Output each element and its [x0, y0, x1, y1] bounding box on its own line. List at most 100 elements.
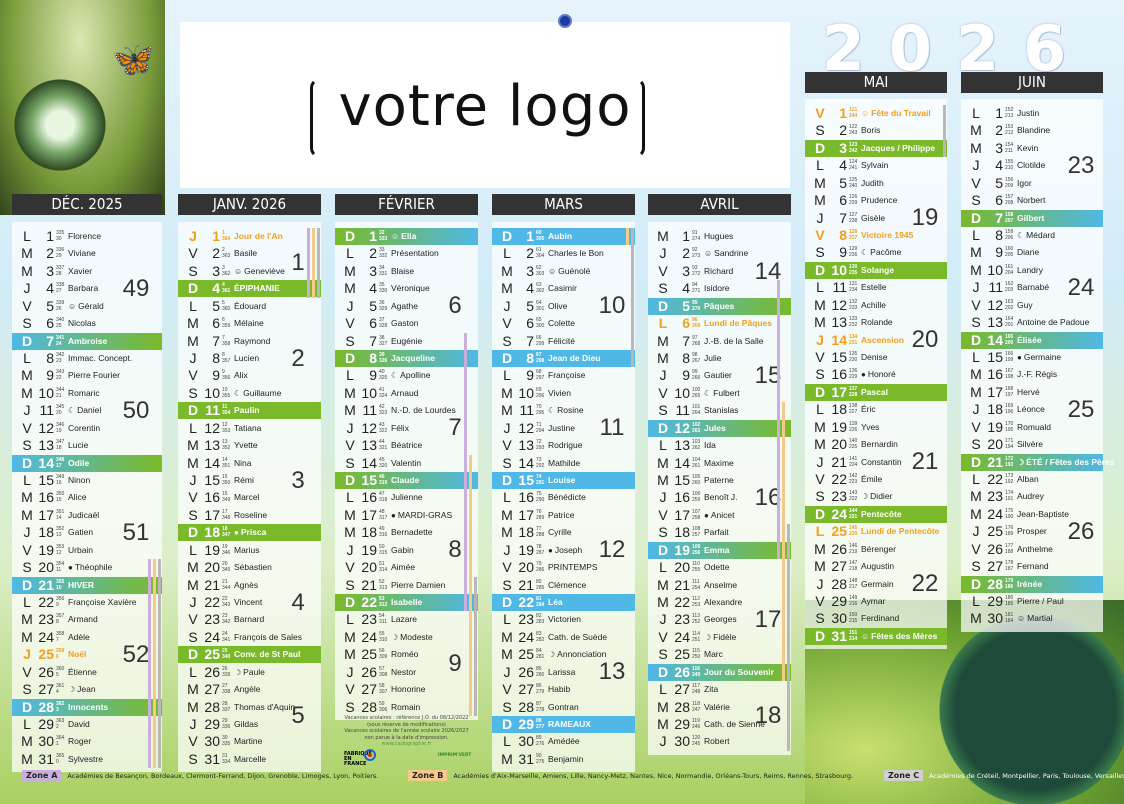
day-row[interactable]: D 14 165 200 Élisée [961, 331, 1103, 349]
day-row[interactable]: M 30 364 1 Roger [12, 733, 162, 750]
day-row[interactable]: S 9 129 236 ☾ Pacôme [805, 244, 947, 261]
day-row[interactable]: V 16 16 349 Marcel [178, 489, 321, 506]
day-row[interactable]: D 29 88 277 RAMEAUX [492, 716, 635, 734]
day-row[interactable]: L 2 33 332 Présentation [335, 245, 478, 262]
day-row[interactable]: M 15 105 260 Paterne [648, 472, 791, 489]
day-row[interactable]: J 26 85 280 Larissa [492, 664, 635, 681]
day-row[interactable]: M 31 365 0 Sylvestre [12, 751, 162, 768]
day-row[interactable]: D 1 60 305 Aubin [492, 228, 635, 245]
day-row[interactable]: D 24 144 221 Pentecôte [805, 505, 947, 523]
day-row[interactable]: L 5 5 360 Édouard [178, 298, 321, 315]
day-row[interactable]: M 17 76 289 Patrice [492, 507, 635, 524]
day-row[interactable]: S 28 59 306 Romain [335, 699, 478, 716]
day-row[interactable]: J 30 120 245 Robert [648, 733, 791, 750]
day-row[interactable]: S 13 164 201 Antoine de Padoue [961, 314, 1103, 331]
day-row[interactable]: S 7 38 327 Eugénie [335, 333, 478, 350]
day-row[interactable]: D 5 95 270 Pâques [648, 297, 791, 315]
day-row[interactable]: D 1 32 333 ☺ Ella [335, 228, 478, 245]
day-row[interactable]: L 25 145 220 Lundi de Pentecôte [805, 523, 947, 540]
day-row[interactable]: L 29 180 185 Pierre / Paul [961, 593, 1103, 610]
day-row[interactable]: M 3 34 331 Blaise [335, 263, 478, 280]
day-row[interactable]: D 15 74 291 Louise [492, 472, 635, 490]
day-row[interactable]: D 18 18 347 ● Prisca [178, 524, 321, 542]
day-row[interactable]: S 10 10 355 ☾ Guillaume [178, 385, 321, 402]
day-row[interactable]: V 19 353 12 Urbain [12, 542, 162, 559]
day-row[interactable]: D 8 39 326 Jacqueline [335, 350, 478, 367]
day-row[interactable]: M 4 63 302 Casimir [492, 280, 635, 297]
day-row[interactable]: L 13 103 262 Ida [648, 437, 791, 454]
day-row[interactable]: V 24 114 251 ☽ Fidèle [648, 629, 791, 646]
day-row[interactable]: L 9 68 297 Françoise [492, 367, 635, 384]
day-row[interactable]: M 3 154 211 Kevin [961, 140, 1103, 157]
day-row[interactable]: V 23 23 342 Barnard [178, 611, 321, 628]
day-row[interactable]: L 11 131 234 Estelle [805, 279, 947, 296]
day-row[interactable]: D 21 172 193 ☽ ÉTÉ / Fêtes des Pères [961, 453, 1115, 471]
day-row[interactable]: M 25 56 309 Roméo [335, 646, 478, 663]
day-row[interactable]: M 24 358 7 Adèle [12, 629, 162, 646]
day-row[interactable]: J 11 345 20 ☾ Daniel [12, 402, 162, 419]
day-row[interactable]: S 21 80 285 Clémence [492, 577, 635, 594]
day-row[interactable]: J 29 29 336 Gildas [178, 716, 321, 733]
day-row[interactable]: J 4 338 27 Barbara [12, 280, 162, 297]
day-row[interactable]: L 20 110 255 Odette [648, 559, 791, 576]
day-row[interactable]: V 3 93 272 Richard [648, 263, 791, 280]
day-row[interactable]: S 20 354 11 ● Théophile [12, 559, 162, 576]
day-row[interactable]: V 22 142 223 Émile [805, 471, 947, 488]
day-row[interactable]: M 3 62 303 ☺ Guénolé [492, 263, 635, 280]
day-row[interactable]: J 12 43 322 Félix [335, 420, 478, 437]
day-row[interactable]: J 22 22 343 Vincent [178, 594, 321, 611]
day-row[interactable]: S 27 178 187 Fernand [961, 558, 1103, 575]
day-row[interactable]: S 24 24 341 François de Sales [178, 629, 321, 646]
day-row[interactable]: M 4 35 330 Véronique [335, 280, 478, 297]
day-row[interactable]: J 21 141 224 Constantin [805, 454, 947, 471]
day-row[interactable]: V 27 58 307 Honorine [335, 681, 478, 698]
day-row[interactable]: M 6 126 239 Prudence [805, 192, 947, 209]
day-row[interactable]: J 4 155 210 Clotilde [961, 157, 1103, 174]
day-row[interactable]: D 7 341 24 Ambroise [12, 332, 162, 350]
day-row[interactable]: S 7 66 299 Félicité [492, 333, 635, 350]
day-row[interactable]: V 19 170 195 Romuald [961, 419, 1103, 436]
day-row[interactable]: M 7 97 268 J.-B. de la Salle [648, 333, 791, 350]
day-row[interactable]: L 16 47 318 Julienne [335, 489, 478, 506]
day-row[interactable]: V 20 79 286 PRINTEMPS [492, 559, 635, 576]
day-row[interactable]: M 21 21 344 Agnès [178, 577, 321, 594]
day-row[interactable]: L 4 124 241 Sylvain [805, 157, 947, 174]
day-row[interactable]: S 2 122 243 Boris [805, 122, 947, 139]
day-row[interactable]: M 7 7 358 Raymond [178, 333, 321, 350]
day-row[interactable]: V 20 51 314 Aimée [335, 559, 478, 576]
day-row[interactable]: M 6 6 359 Mélaine [178, 315, 321, 332]
day-row[interactable]: L 22 173 192 Alban [961, 471, 1103, 488]
day-row[interactable]: S 27 361 4 ☽ Jean [12, 681, 162, 698]
day-row[interactable]: S 23 143 222 ☽ Didier [805, 488, 947, 505]
day-row[interactable]: L 15 349 16 Ninon [12, 472, 162, 489]
day-row[interactable]: V 10 100 265 ☾ Fulbert [648, 385, 791, 402]
day-row[interactable]: D 22 53 312 Isabelle [335, 594, 478, 612]
day-row[interactable]: M 23 174 191 Audrey [961, 488, 1103, 505]
day-row[interactable]: J 9 99 266 Gautier [648, 367, 791, 384]
day-row[interactable]: L 6 96 269 Lundi de Pâques [648, 315, 791, 332]
day-row[interactable]: D 31 151 214 ☺ Fêtes des Mères [805, 627, 947, 645]
day-row[interactable]: L 27 117 248 Zita [648, 681, 791, 698]
day-row[interactable]: J 7 127 238 Gisèle [805, 210, 947, 227]
day-row[interactable]: V 27 86 279 Habib [492, 681, 635, 698]
day-row[interactable]: M 28 28 337 Thomas d'Aquin [178, 699, 321, 716]
day-row[interactable]: M 17 48 317 ● MARDI-GRAS [335, 507, 478, 524]
day-row[interactable]: L 9 40 325 ☾ Apolline [335, 367, 478, 384]
day-row[interactable]: S 3 3 362 ☺ Geneviève [178, 263, 321, 280]
day-row[interactable]: S 6 157 208 Norbert [961, 192, 1103, 209]
day-row[interactable]: J 26 57 308 Nestor [335, 664, 478, 681]
day-row[interactable]: V 8 128 237 Victoire 1945 [805, 227, 947, 244]
day-row[interactable]: V 9 9 356 Alix [178, 367, 321, 384]
day-row[interactable]: S 28 87 278 Gontran [492, 699, 635, 716]
day-row[interactable]: M 13 133 232 Rolande [805, 314, 947, 331]
day-row[interactable]: M 20 20 345 Sébastien [178, 559, 321, 576]
day-row[interactable]: D 14 348 17 Odile [12, 454, 162, 472]
day-row[interactable]: M 17 351 14 Judicaël [12, 507, 162, 524]
day-row[interactable]: J 5 36 329 Agathe [335, 298, 478, 315]
day-row[interactable]: M 26 146 219 Bérenger [805, 541, 947, 558]
day-row[interactable]: M 23 357 8 Armand [12, 611, 162, 628]
day-row[interactable]: D 8 67 298 Jean de Dieu [492, 350, 635, 367]
day-row[interactable]: J 12 71 294 Justine [492, 420, 635, 437]
day-row[interactable]: V 5 339 26 ☺ Gérald [12, 298, 162, 315]
day-row[interactable]: M 2 336 29 Viviane [12, 245, 162, 262]
